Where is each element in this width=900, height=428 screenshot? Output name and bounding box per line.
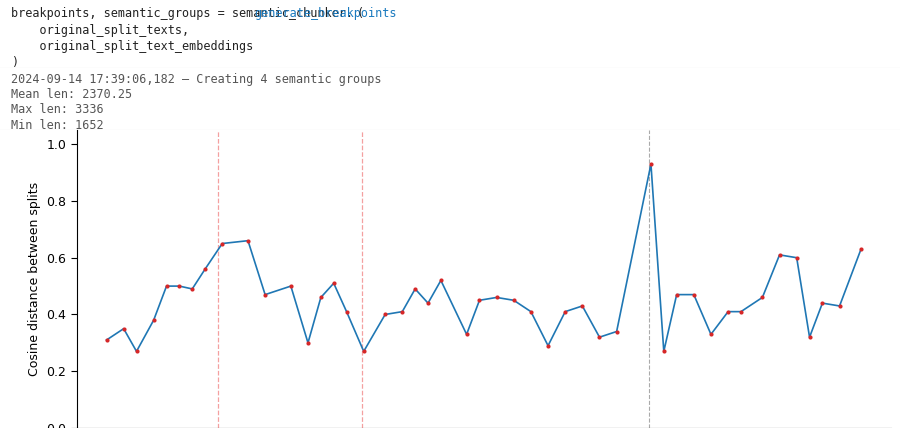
Point	[644, 160, 658, 167]
Point	[172, 282, 186, 289]
Point	[507, 297, 521, 304]
Point	[490, 294, 504, 301]
Point	[558, 308, 572, 315]
Point	[721, 308, 735, 315]
Point	[198, 266, 212, 273]
Text: original_split_text_embeddings: original_split_text_embeddings	[11, 40, 253, 53]
Point	[356, 348, 371, 355]
Point	[609, 328, 624, 335]
Point	[755, 294, 770, 301]
Point	[472, 297, 487, 304]
Point	[815, 300, 830, 306]
Point	[241, 237, 256, 244]
Text: Mean len: 2370.25: Mean len: 2370.25	[11, 88, 132, 101]
Text: ): )	[11, 56, 18, 69]
Point	[185, 285, 200, 292]
Point	[772, 252, 787, 259]
Text: generate_breakpoints: generate_breakpoints	[255, 7, 397, 20]
Point	[421, 300, 436, 306]
Point	[687, 291, 701, 298]
Point	[258, 291, 273, 298]
Text: 2024-09-14 17:39:06,182 – Creating 4 semantic groups: 2024-09-14 17:39:06,182 – Creating 4 sem…	[11, 73, 382, 86]
Point	[147, 317, 161, 324]
Point	[99, 336, 113, 343]
Point	[301, 339, 315, 346]
Point	[832, 303, 847, 309]
Point	[541, 342, 555, 349]
Point	[670, 291, 684, 298]
Point	[575, 303, 590, 309]
Point	[704, 331, 718, 338]
Text: breakpoints, semantic_groups = semantic_chunker.: breakpoints, semantic_groups = semantic_…	[11, 7, 353, 20]
Y-axis label: Cosine distance between splits: Cosine distance between splits	[28, 182, 40, 376]
Point	[592, 334, 607, 341]
Point	[803, 334, 817, 341]
Point	[378, 311, 392, 318]
Point	[395, 308, 410, 315]
Text: original_split_texts,: original_split_texts,	[11, 24, 189, 37]
Point	[657, 348, 671, 355]
Point	[734, 308, 748, 315]
Point	[116, 325, 130, 332]
Point	[789, 254, 804, 261]
Text: Max len: 3336: Max len: 3336	[11, 103, 104, 116]
Point	[159, 282, 174, 289]
Point	[284, 282, 298, 289]
Point	[130, 348, 144, 355]
Point	[434, 277, 448, 284]
Text: Min len: 1652: Min len: 1652	[11, 119, 104, 131]
Text: (: (	[356, 7, 364, 20]
Point	[459, 331, 473, 338]
Point	[524, 308, 538, 315]
Point	[339, 308, 354, 315]
Point	[314, 294, 328, 301]
Point	[215, 240, 230, 247]
Point	[327, 280, 341, 287]
Point	[408, 285, 422, 292]
Point	[854, 246, 868, 253]
